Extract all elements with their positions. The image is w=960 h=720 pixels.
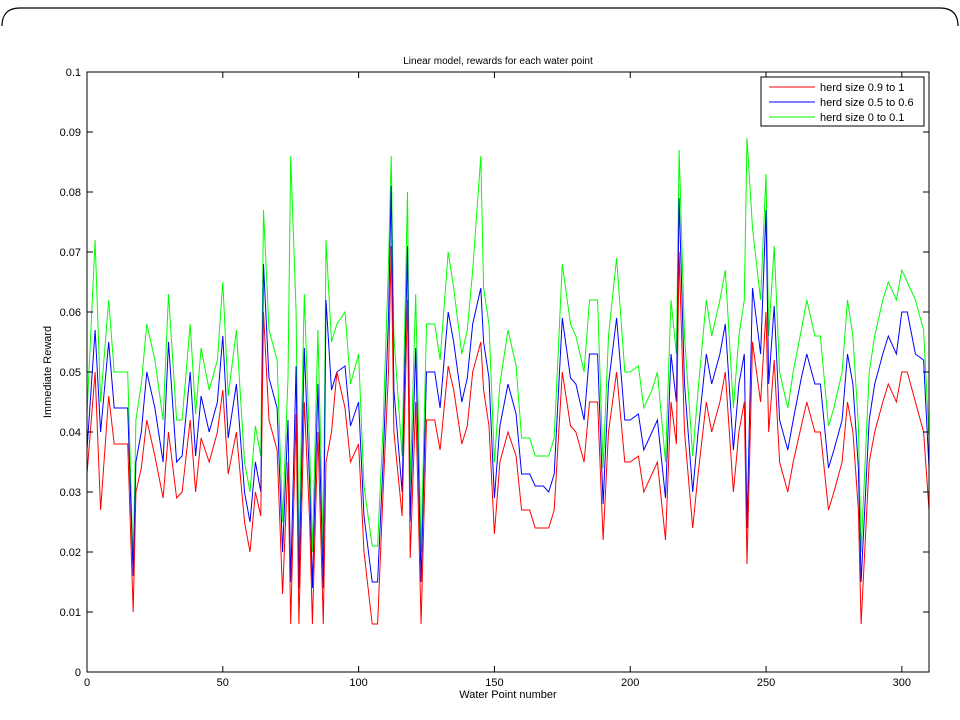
x-axis-label: Water Point number: [459, 689, 557, 701]
y-tick-label: 0.05: [60, 367, 81, 379]
y-axis-label: Immediate Reward: [42, 326, 54, 418]
y-tick-label: 0.01: [60, 607, 81, 619]
x-tick-label: 200: [621, 677, 639, 689]
series-line-1: [86, 245, 930, 625]
x-tick-label: 0: [84, 677, 90, 689]
chart-title: Linear model, rewards for each water poi…: [403, 56, 593, 67]
y-tick-label: 0.08: [60, 187, 81, 199]
y-tick-label: 0.02: [60, 547, 81, 559]
x-tick-label: 100: [349, 677, 367, 689]
y-tick-label: 0.03: [60, 487, 81, 499]
legend-label: herd size 0 to 0.1: [820, 112, 904, 124]
series-layer: [86, 137, 930, 625]
y-tick-label: 0.07: [60, 247, 81, 259]
y-tick-label: 0: [75, 667, 81, 679]
y-tick-label: 0.1: [66, 67, 81, 79]
series-line-3: [86, 137, 930, 565]
y-tick-label: 0.04: [60, 427, 81, 439]
y-tick-label: 0.06: [60, 307, 81, 319]
series-line-2: [86, 185, 930, 589]
y-tick-label: 0.09: [60, 127, 81, 139]
legend-label: herd size 0.9 to 1: [820, 82, 904, 94]
x-tick-label: 250: [757, 677, 775, 689]
axes-layer: 0 50 100 150 200 250 300 0 0.01 0.02 0.03 0.04 0.05 0…: [60, 67, 929, 689]
x-tick-label: 300: [893, 677, 911, 689]
legend: herd size 0.9 to 1 herd size 0.5 to 0.6 he…: [760, 76, 925, 127]
x-tick-label: 50: [217, 677, 229, 689]
x-tick-label: 150: [485, 677, 503, 689]
legend-label: herd size 0.5 to 0.6: [820, 97, 914, 109]
